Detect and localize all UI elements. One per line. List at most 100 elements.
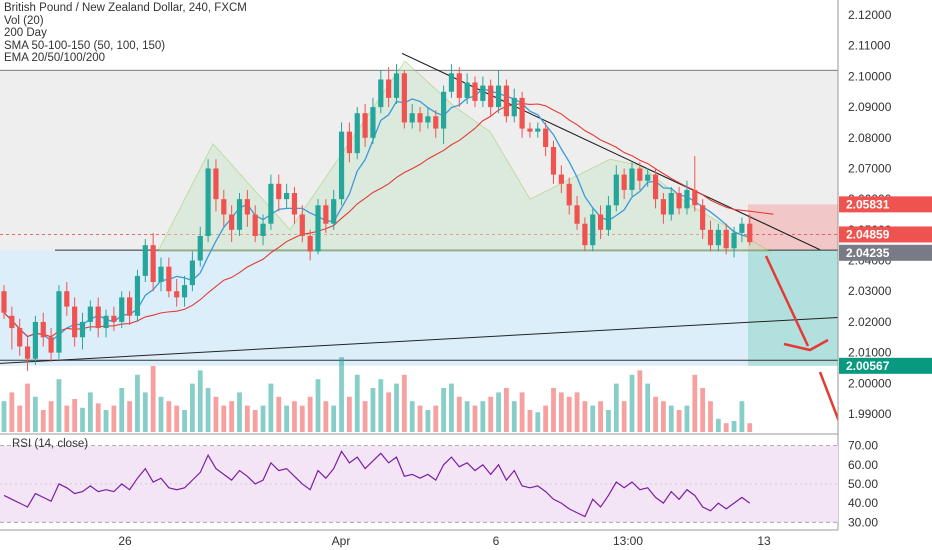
candle-body — [166, 266, 172, 292]
volume-bar — [417, 405, 423, 432]
price-label: 2.04859 — [846, 227, 890, 241]
x-tick-label: 26 — [118, 534, 132, 548]
x-tick-label: 6 — [493, 534, 500, 548]
candle-body — [95, 306, 101, 329]
candle-body — [668, 193, 674, 215]
candle-body — [723, 229, 729, 249]
volume-bar — [80, 407, 85, 432]
volume-bar — [551, 388, 556, 432]
candle-body — [213, 168, 219, 200]
candle-body — [299, 214, 305, 236]
volume-bar — [519, 392, 525, 432]
x-tick-label: 13:00 — [613, 534, 643, 548]
candle-body — [441, 91, 447, 129]
candle-body — [346, 131, 352, 154]
candle-body — [24, 346, 31, 359]
price-label-bg — [839, 244, 932, 261]
volume-bar — [511, 401, 517, 432]
volume-bar — [394, 383, 399, 432]
candle-body — [590, 214, 596, 246]
chart-legend: British Pound / New Zealand Dollar, 240,… — [4, 2, 247, 65]
support-zone — [0, 250, 838, 366]
candle-body — [621, 174, 627, 190]
candle-body — [174, 291, 180, 298]
candle-body — [9, 315, 15, 329]
volume-bar — [252, 410, 258, 432]
candle-body — [323, 205, 329, 224]
candle-body — [158, 266, 164, 283]
volume-bar — [574, 392, 580, 432]
y-tick-label: 2.10000 — [848, 69, 892, 83]
candle-body — [574, 205, 580, 224]
candle-body — [32, 321, 38, 359]
candle-body — [338, 131, 345, 200]
volume-bar — [87, 392, 93, 432]
volume-bar — [323, 401, 329, 432]
volume-bar — [692, 374, 698, 432]
candle-body — [244, 199, 250, 215]
y-tick-label: 2.01000 — [848, 346, 892, 360]
volume-bar — [668, 405, 674, 432]
candle-body — [645, 174, 651, 181]
volume-bar — [472, 405, 478, 432]
candle-body — [111, 315, 117, 322]
candle-body — [268, 183, 274, 224]
candle-body — [72, 306, 78, 338]
volume-bar — [197, 370, 203, 432]
candle-body — [425, 116, 431, 123]
volume-bar — [433, 405, 439, 432]
target-zone — [748, 250, 838, 366]
y-tick-label: 1.99000 — [848, 407, 892, 421]
y-tick-label: 2.08000 — [848, 131, 892, 145]
volume-bar — [1, 401, 7, 432]
candle-body — [676, 193, 682, 209]
candle-body — [307, 235, 313, 252]
volume-bar — [456, 396, 462, 432]
candle-body — [276, 183, 282, 200]
volume-bar — [613, 383, 619, 432]
price-label-bg — [839, 357, 932, 374]
candle-body — [472, 82, 478, 101]
volume-bar — [700, 388, 706, 432]
candle-body — [582, 223, 588, 246]
volume-bar — [190, 383, 195, 432]
candle-body — [566, 183, 572, 206]
rsi-band — [0, 445, 838, 523]
volume-bar — [158, 396, 164, 432]
candle-body — [495, 85, 502, 108]
volume-bar — [150, 366, 156, 432]
y-tick-label: 2.12000 — [848, 8, 892, 22]
candle-body — [488, 85, 494, 108]
price-label: 2.04235 — [846, 246, 890, 260]
candle-body — [558, 174, 564, 184]
rsi-tick-label: 70.00 — [848, 439, 878, 453]
price-label: 2.00567 — [846, 359, 890, 373]
volume-bar — [582, 401, 588, 432]
volume-bar — [48, 401, 54, 432]
volume-bar — [731, 421, 737, 432]
volume-bar — [645, 383, 651, 432]
volume-bar — [566, 396, 572, 432]
volume-bar — [723, 423, 729, 432]
candle-body — [127, 297, 133, 316]
volume-bar — [480, 401, 486, 432]
volume-bar — [111, 405, 117, 432]
volume-bar — [621, 401, 627, 432]
volume-bar — [370, 388, 376, 432]
volume-bar — [182, 410, 187, 432]
volume-bar — [17, 405, 23, 432]
candle-body — [103, 315, 109, 329]
candle-body — [378, 79, 384, 108]
candle-body — [684, 189, 690, 209]
volume-bar — [464, 401, 470, 432]
volume-bar — [535, 412, 541, 432]
candle-body — [221, 199, 227, 215]
projection-arrow-line-2 — [818, 371, 842, 425]
candle-body — [652, 174, 659, 200]
volume-bar — [708, 401, 713, 432]
candle-body — [284, 193, 290, 200]
candle-body — [613, 174, 619, 206]
volume-bar — [739, 401, 745, 432]
volume-bar — [56, 379, 62, 432]
